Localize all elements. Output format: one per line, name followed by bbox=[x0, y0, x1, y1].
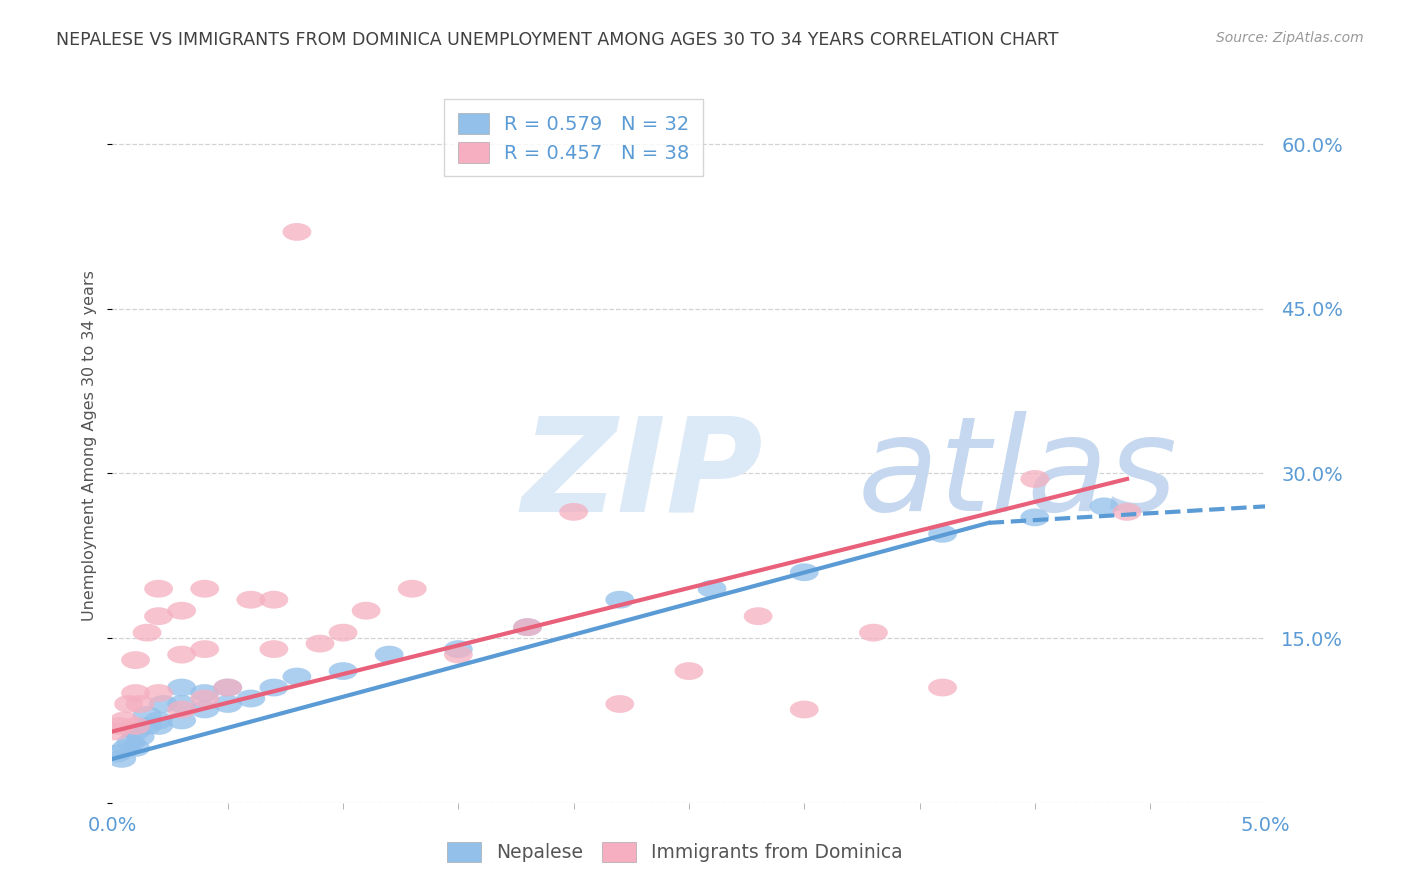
Legend: Nepalese, Immigrants from Dominica: Nepalese, Immigrants from Dominica bbox=[436, 830, 914, 873]
Ellipse shape bbox=[167, 695, 195, 713]
Ellipse shape bbox=[167, 700, 195, 718]
Ellipse shape bbox=[167, 679, 195, 697]
Ellipse shape bbox=[132, 706, 162, 724]
Ellipse shape bbox=[145, 580, 173, 598]
Ellipse shape bbox=[928, 679, 957, 697]
Ellipse shape bbox=[1112, 503, 1142, 521]
Ellipse shape bbox=[560, 503, 588, 521]
Ellipse shape bbox=[214, 679, 242, 697]
Legend: R = 0.579   N = 32, R = 0.457   N = 38: R = 0.579 N = 32, R = 0.457 N = 38 bbox=[444, 99, 703, 177]
Ellipse shape bbox=[744, 607, 772, 625]
Ellipse shape bbox=[513, 618, 541, 636]
Ellipse shape bbox=[145, 684, 173, 702]
Ellipse shape bbox=[167, 712, 195, 730]
Ellipse shape bbox=[1021, 470, 1049, 488]
Ellipse shape bbox=[790, 700, 818, 718]
Ellipse shape bbox=[167, 646, 195, 664]
Ellipse shape bbox=[260, 640, 288, 658]
Ellipse shape bbox=[149, 695, 177, 713]
Ellipse shape bbox=[145, 712, 173, 730]
Ellipse shape bbox=[375, 646, 404, 664]
Ellipse shape bbox=[121, 739, 150, 756]
Ellipse shape bbox=[1090, 498, 1118, 516]
Ellipse shape bbox=[260, 591, 288, 608]
Ellipse shape bbox=[190, 700, 219, 718]
Ellipse shape bbox=[675, 662, 703, 680]
Ellipse shape bbox=[283, 223, 311, 241]
Ellipse shape bbox=[697, 580, 727, 598]
Y-axis label: Unemployment Among Ages 30 to 34 years: Unemployment Among Ages 30 to 34 years bbox=[82, 270, 97, 622]
Ellipse shape bbox=[513, 618, 541, 636]
Text: ZIP: ZIP bbox=[522, 411, 763, 538]
Ellipse shape bbox=[236, 591, 266, 608]
Ellipse shape bbox=[606, 591, 634, 608]
Ellipse shape bbox=[121, 684, 150, 702]
Ellipse shape bbox=[444, 640, 472, 658]
Text: Source: ZipAtlas.com: Source: ZipAtlas.com bbox=[1216, 31, 1364, 45]
Ellipse shape bbox=[107, 750, 136, 768]
Ellipse shape bbox=[398, 580, 426, 598]
Ellipse shape bbox=[100, 723, 129, 740]
Ellipse shape bbox=[103, 745, 132, 763]
Ellipse shape bbox=[190, 640, 219, 658]
Text: atlas: atlas bbox=[522, 411, 1177, 538]
Ellipse shape bbox=[145, 717, 173, 735]
Ellipse shape bbox=[125, 728, 155, 746]
Ellipse shape bbox=[260, 679, 288, 697]
Ellipse shape bbox=[1021, 508, 1049, 526]
Ellipse shape bbox=[145, 607, 173, 625]
Ellipse shape bbox=[214, 679, 242, 697]
Ellipse shape bbox=[190, 690, 219, 707]
Ellipse shape bbox=[190, 684, 219, 702]
Ellipse shape bbox=[105, 717, 134, 735]
Ellipse shape bbox=[121, 723, 150, 740]
Ellipse shape bbox=[121, 651, 150, 669]
Ellipse shape bbox=[132, 624, 162, 641]
Ellipse shape bbox=[117, 733, 145, 751]
Ellipse shape bbox=[606, 695, 634, 713]
Ellipse shape bbox=[110, 712, 138, 730]
Ellipse shape bbox=[790, 564, 818, 582]
Ellipse shape bbox=[125, 695, 155, 713]
Ellipse shape bbox=[167, 602, 195, 620]
Ellipse shape bbox=[329, 662, 357, 680]
Ellipse shape bbox=[859, 624, 887, 641]
Ellipse shape bbox=[352, 602, 381, 620]
Text: NEPALESE VS IMMIGRANTS FROM DOMINICA UNEMPLOYMENT AMONG AGES 30 TO 34 YEARS CORR: NEPALESE VS IMMIGRANTS FROM DOMINICA UNE… bbox=[56, 31, 1059, 49]
Ellipse shape bbox=[132, 717, 162, 735]
Ellipse shape bbox=[236, 690, 266, 707]
Ellipse shape bbox=[444, 646, 472, 664]
Ellipse shape bbox=[114, 695, 143, 713]
Ellipse shape bbox=[121, 717, 150, 735]
Ellipse shape bbox=[190, 580, 219, 598]
Ellipse shape bbox=[305, 635, 335, 653]
Ellipse shape bbox=[283, 667, 311, 685]
Ellipse shape bbox=[329, 624, 357, 641]
Ellipse shape bbox=[214, 695, 242, 713]
Ellipse shape bbox=[112, 739, 141, 756]
Ellipse shape bbox=[928, 524, 957, 542]
